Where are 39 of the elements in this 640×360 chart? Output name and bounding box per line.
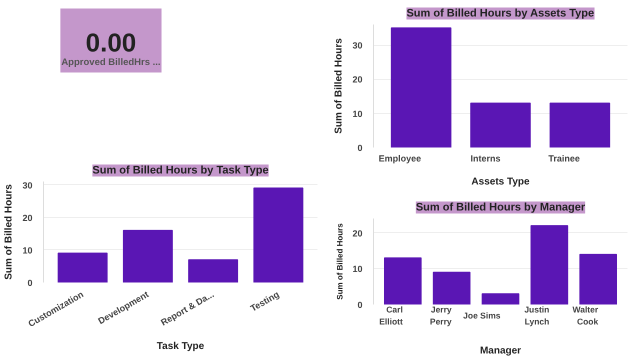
- y-axis-title: Sum of Billed Hours: [333, 38, 344, 134]
- y-tick-label: 0: [357, 300, 363, 310]
- bar: [384, 257, 422, 304]
- x-tick-label: Joe Sims: [463, 310, 501, 320]
- bar: [58, 252, 108, 282]
- chart-title: Sum of Billed Hours by Assets Type: [406, 8, 594, 20]
- x-tick-label: Justin Lynch: [524, 304, 550, 326]
- y-tick-label: 0: [27, 278, 33, 288]
- y-tick-label: 20: [22, 212, 33, 223]
- bar: [482, 293, 520, 304]
- x-axis-title: Task Type: [156, 341, 205, 352]
- y-tick-label: 20: [352, 74, 363, 85]
- bar: [253, 188, 304, 282]
- text: 0.00: [86, 28, 136, 58]
- x-tick-label: Jerry Perry: [430, 304, 452, 326]
- y-tick-label: 0: [357, 143, 363, 153]
- x-tick-label: Carl Elliott: [379, 304, 403, 326]
- y-tick-label: 20: [352, 228, 363, 238]
- y-axis-title: Sum of Billed Hours: [335, 222, 344, 300]
- chart-title: Sum of Billed Hours by Task Type: [92, 164, 269, 176]
- x-tick-label: Employee: [378, 154, 422, 164]
- y-tick-label: 30: [22, 180, 33, 190]
- y-axis-title: Sum of Billed Hours: [3, 184, 14, 280]
- bar: [188, 259, 238, 282]
- x-tick-label: Trainee: [548, 154, 580, 164]
- bar: [530, 225, 568, 304]
- y-tick-label: 10: [352, 108, 363, 119]
- chart-title: Sum of Billed Hours by Manager: [416, 202, 586, 214]
- y-tick-label: 30: [352, 40, 363, 50]
- text: Approved BilledHrs ...: [61, 57, 161, 68]
- x-tick-label: Walter Cook: [572, 304, 599, 326]
- y-tick-label: 10: [22, 245, 33, 256]
- y-tick-label: 10: [352, 264, 363, 274]
- x-tick-label: Interns: [470, 154, 501, 164]
- x-axis-title: Manager: [480, 346, 522, 356]
- bar: [432, 272, 470, 304]
- bar: [122, 230, 173, 282]
- x-axis-title: Assets Type: [471, 176, 530, 188]
- bar: [579, 254, 618, 304]
